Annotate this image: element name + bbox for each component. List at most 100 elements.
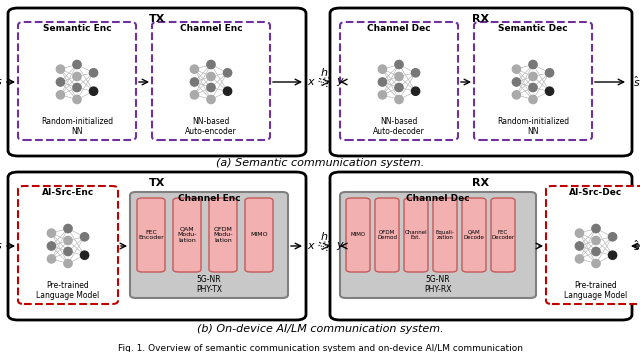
Text: NN-based
Auto-decoder: NN-based Auto-decoder [373, 117, 425, 136]
FancyBboxPatch shape [18, 186, 118, 304]
Ellipse shape [223, 69, 232, 77]
Text: $\hat{s}$: $\hat{s}$ [633, 239, 640, 253]
Ellipse shape [56, 65, 65, 73]
Text: FEC
Decoder: FEC Decoder [492, 230, 515, 240]
Ellipse shape [378, 78, 387, 86]
FancyBboxPatch shape [8, 172, 306, 320]
Ellipse shape [90, 69, 98, 77]
FancyBboxPatch shape [404, 198, 428, 272]
FancyBboxPatch shape [346, 198, 370, 272]
Ellipse shape [529, 61, 537, 69]
Ellipse shape [412, 69, 420, 77]
Ellipse shape [64, 224, 72, 233]
FancyBboxPatch shape [546, 186, 640, 304]
Text: Channel
Est.: Channel Est. [404, 230, 428, 240]
FancyBboxPatch shape [130, 192, 288, 298]
Ellipse shape [395, 95, 403, 103]
Text: MIMO: MIMO [250, 233, 268, 238]
Text: Channel Dec: Channel Dec [367, 24, 431, 33]
Text: $y$: $y$ [336, 240, 345, 252]
Ellipse shape [73, 95, 81, 103]
Ellipse shape [190, 78, 198, 86]
Ellipse shape [223, 87, 232, 95]
FancyBboxPatch shape [209, 198, 237, 272]
Ellipse shape [190, 91, 198, 99]
Ellipse shape [395, 73, 403, 81]
FancyBboxPatch shape [173, 198, 201, 272]
Text: NN-based
Auto-encoder: NN-based Auto-encoder [185, 117, 237, 136]
FancyBboxPatch shape [245, 198, 273, 272]
Text: Equali-
zation: Equali- zation [436, 230, 454, 240]
Text: $\hat{s}$: $\hat{s}$ [633, 75, 640, 89]
Text: Pre-trained
Language Model: Pre-trained Language Model [564, 281, 628, 300]
FancyBboxPatch shape [330, 172, 632, 320]
Text: AI-Src-Enc: AI-Src-Enc [42, 188, 94, 197]
Ellipse shape [575, 242, 584, 250]
Ellipse shape [64, 236, 72, 245]
Ellipse shape [207, 83, 215, 92]
Ellipse shape [575, 255, 584, 263]
Ellipse shape [64, 247, 72, 256]
Ellipse shape [592, 236, 600, 245]
FancyBboxPatch shape [152, 22, 270, 140]
Ellipse shape [64, 259, 72, 268]
Ellipse shape [529, 83, 537, 92]
Text: $h$: $h$ [320, 66, 328, 78]
Text: (a) Semantic communication system.: (a) Semantic communication system. [216, 158, 424, 168]
Text: 5G-NR
PHY-TX: 5G-NR PHY-TX [196, 275, 222, 294]
Text: Random-initialized
NN: Random-initialized NN [497, 117, 569, 136]
Ellipse shape [47, 229, 56, 237]
FancyBboxPatch shape [18, 22, 136, 140]
Ellipse shape [56, 91, 65, 99]
FancyBboxPatch shape [137, 198, 165, 272]
Ellipse shape [190, 65, 198, 73]
Ellipse shape [207, 73, 215, 81]
Text: RX: RX [472, 178, 490, 188]
Ellipse shape [592, 224, 600, 233]
Text: Channel Dec: Channel Dec [406, 194, 470, 203]
Text: Pre-trained
Language Model: Pre-trained Language Model [36, 281, 100, 300]
Text: $h$: $h$ [320, 230, 328, 242]
Text: $x$: $x$ [307, 77, 316, 87]
FancyBboxPatch shape [491, 198, 515, 272]
Text: $y$: $y$ [336, 76, 345, 88]
Ellipse shape [207, 95, 215, 103]
FancyBboxPatch shape [330, 8, 632, 156]
FancyBboxPatch shape [474, 22, 592, 140]
Ellipse shape [529, 73, 537, 81]
FancyBboxPatch shape [433, 198, 457, 272]
Ellipse shape [545, 87, 554, 95]
Ellipse shape [47, 242, 56, 250]
Text: Semantic Dec: Semantic Dec [498, 24, 568, 33]
FancyBboxPatch shape [375, 198, 399, 272]
Text: $s$: $s$ [0, 241, 3, 251]
FancyBboxPatch shape [340, 192, 536, 298]
Ellipse shape [592, 259, 600, 268]
Text: QAM
Modu-
lation: QAM Modu- lation [177, 227, 196, 243]
Text: TX: TX [149, 14, 165, 24]
Ellipse shape [73, 73, 81, 81]
Ellipse shape [207, 61, 215, 69]
Ellipse shape [378, 91, 387, 99]
Text: MIMO: MIMO [351, 233, 365, 238]
Ellipse shape [412, 87, 420, 95]
Ellipse shape [609, 251, 617, 259]
FancyBboxPatch shape [340, 22, 458, 140]
FancyBboxPatch shape [8, 8, 306, 156]
Text: Semantic Enc: Semantic Enc [43, 24, 111, 33]
Ellipse shape [545, 69, 554, 77]
Ellipse shape [73, 83, 81, 92]
Ellipse shape [47, 255, 56, 263]
Text: AI-Src-Dec: AI-Src-Dec [570, 188, 623, 197]
Text: QAM
Decode: QAM Decode [463, 230, 484, 240]
Ellipse shape [56, 78, 65, 86]
Ellipse shape [512, 78, 520, 86]
Ellipse shape [529, 95, 537, 103]
Ellipse shape [512, 91, 520, 99]
Ellipse shape [81, 251, 89, 259]
Text: $x$: $x$ [307, 241, 316, 251]
Ellipse shape [575, 229, 584, 237]
Ellipse shape [378, 65, 387, 73]
Text: Fig. 1. Overview of semantic communication system and on-device AI/LM communicat: Fig. 1. Overview of semantic communicati… [118, 344, 522, 352]
Text: FEC
Encoder: FEC Encoder [138, 230, 164, 240]
